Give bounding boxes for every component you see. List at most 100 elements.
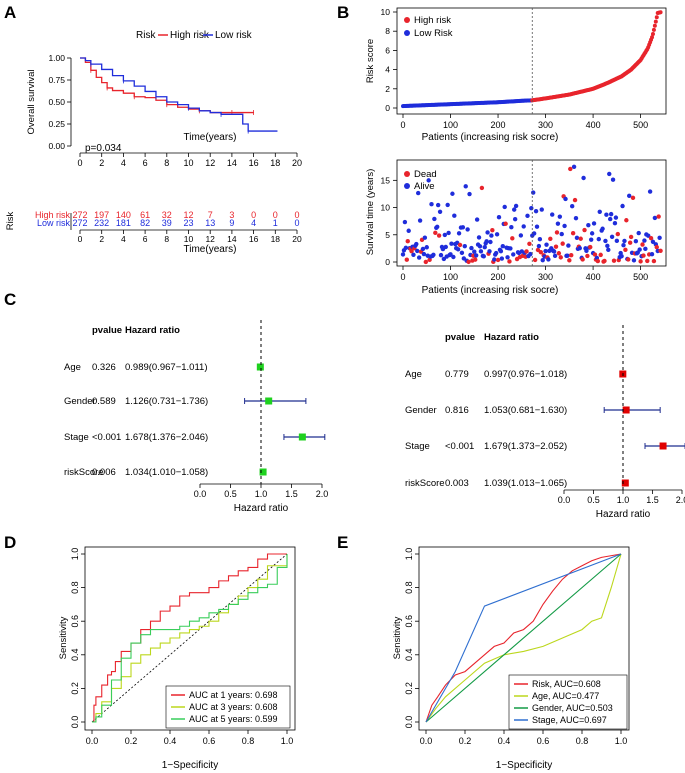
survival-plot-frame xyxy=(396,159,667,267)
survival-point xyxy=(465,227,470,232)
survival-point xyxy=(551,249,557,254)
roc-x-tick-label: 0.6 xyxy=(537,736,550,746)
roc-curve xyxy=(425,553,622,723)
survival-point xyxy=(643,246,648,252)
km-y-tick-label: 1.00 xyxy=(48,53,65,63)
roc-legend-label: Age, AUC=0.477 xyxy=(532,691,599,701)
survival-point xyxy=(421,251,427,257)
survival-point xyxy=(624,218,629,223)
roc-x-tick-label: 0.0 xyxy=(86,736,99,746)
risk-table-x-tick-label: 4 xyxy=(121,234,126,244)
survival-point xyxy=(557,214,563,219)
roc-e-ticks: 0.0 0.0 0.2 0.2 0.4 0.4 0.6 0.6 0.8 0.8 1.0 1.0 xyxy=(404,548,627,746)
survival-point xyxy=(416,255,422,260)
panel-letter-a: A xyxy=(4,3,16,22)
km-x-tick-label: 8 xyxy=(164,158,169,168)
roc-y-tick-label: 0.6 xyxy=(404,615,414,628)
survival-point xyxy=(404,257,410,262)
survival-point xyxy=(562,223,567,229)
roc-d-legend: AUC at 1 years: 0.698 AUC at 3 years: 0.6… xyxy=(165,685,291,729)
survival-point xyxy=(610,177,616,182)
survival-point xyxy=(645,258,650,264)
risk-table-x-tick-label: 14 xyxy=(227,234,237,244)
survival-point xyxy=(494,232,500,237)
risk-table-count: 0 xyxy=(251,210,256,220)
survival-point xyxy=(637,247,642,252)
risk-table-count: 23 xyxy=(183,218,193,228)
survival-point xyxy=(477,244,483,249)
risk-table-x-tick-label: 20 xyxy=(292,234,302,244)
survival-point xyxy=(459,250,465,256)
survival-point xyxy=(462,243,467,249)
forest-row-pvalue: 0.006 xyxy=(92,467,116,478)
survival-point xyxy=(416,190,421,196)
risk-table-x-tick-label: 18 xyxy=(271,234,281,244)
forest-row-pvalue: 0.816 xyxy=(445,405,469,416)
risk-table-x-label: Time(years) xyxy=(184,244,237,255)
survival-point xyxy=(622,238,627,244)
survival-x-tick-label: 200 xyxy=(491,272,506,282)
survival-point xyxy=(654,244,659,250)
forest-header-hazard-ratio: Hazard ratio xyxy=(125,325,180,336)
forest-row-pvalue: <0.001 xyxy=(92,432,121,443)
survival-point xyxy=(572,197,578,203)
roc-legend-label: AUC at 3 years: 0.608 xyxy=(189,702,278,712)
survival-legend-dead-label: Dead xyxy=(414,169,437,180)
risk-table-count: 32 xyxy=(162,210,172,220)
riskscore-y-ticks: 0 2 4 6 8 10 xyxy=(381,7,397,113)
survival-point xyxy=(568,166,573,172)
forest-x-tick-label: 1.0 xyxy=(617,495,630,505)
survival-point xyxy=(613,215,619,220)
risk-table-count: 39 xyxy=(162,218,172,228)
risk-table-count: 272 xyxy=(72,210,87,220)
roc-e-curves xyxy=(425,553,622,723)
survival-point xyxy=(474,217,480,222)
survival-point xyxy=(438,252,444,258)
forest-row-pvalue: 0.589 xyxy=(92,396,116,407)
survival-point xyxy=(538,249,544,255)
roc-d-ticks: 0.0 0.0 0.2 0.2 0.4 0.4 0.6 0.6 0.8 0.8 1.0 1.0 xyxy=(70,548,293,746)
survival-point xyxy=(649,252,655,257)
roc-curve xyxy=(92,554,288,723)
roc-panel-e: 0.0 0.0 0.2 0.2 0.4 0.4 0.6 0.6 0.8 0.8 1.0 1.0 Ris… xyxy=(392,546,630,771)
survival-point xyxy=(451,254,456,260)
km-x-tick-label: 16 xyxy=(249,158,259,168)
survival-point xyxy=(433,230,438,236)
survival-point xyxy=(567,258,572,263)
survival-point xyxy=(589,231,595,236)
km-y-tick-label: 0.25 xyxy=(48,119,65,129)
survival-point xyxy=(641,253,646,258)
roc-d-plot-frame xyxy=(84,546,296,731)
survival-y-label: Survival time (years) xyxy=(365,169,376,256)
survival-y-tick-label: 5 xyxy=(385,230,390,240)
roc-y-tick-label: 1.0 xyxy=(70,548,80,561)
survival-point xyxy=(651,258,657,264)
survival-points xyxy=(400,164,663,265)
survival-point xyxy=(626,257,631,262)
forest-row-hr-text: 1.039(1.013−1.065) xyxy=(484,478,567,489)
forest-row-name: Gender xyxy=(64,396,96,407)
survival-point xyxy=(532,257,538,263)
survival-legend-alive-label: Alive xyxy=(414,181,435,192)
survival-point xyxy=(499,256,505,261)
risk-table-x-tick-label: 0 xyxy=(78,234,83,244)
forest-hr-box xyxy=(256,363,264,371)
survival-point xyxy=(405,238,410,244)
panel-letter-e: E xyxy=(337,533,348,552)
roc-panel-d: 0.0 0.0 0.2 0.2 0.4 0.4 0.6 0.6 0.8 0.8 1.0 1.0 AUC… xyxy=(58,546,296,771)
roc-x-tick-label: 0.6 xyxy=(203,736,216,746)
km-x-tick-label: 20 xyxy=(292,158,302,168)
survival-point xyxy=(450,191,455,196)
riskscore-plot-frame xyxy=(396,7,667,115)
risk-table-count: 82 xyxy=(140,218,150,228)
risk-table-count: 140 xyxy=(116,210,131,220)
survival-point xyxy=(424,245,429,250)
survival-point xyxy=(534,224,540,229)
survival-point xyxy=(437,209,443,214)
survival-point xyxy=(543,248,548,254)
survival-y-tick-label: 15 xyxy=(381,175,391,185)
riskscore-legend-high-label: High risk xyxy=(414,15,451,26)
survival-point xyxy=(555,221,561,226)
riskscore-x-ticks: 0 100 200 300 400 500 xyxy=(400,114,648,130)
riskscore-y-tick-label: 0 xyxy=(385,103,390,113)
